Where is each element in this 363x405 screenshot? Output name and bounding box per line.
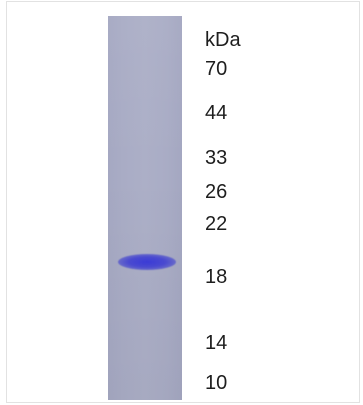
protein-band (118, 254, 176, 270)
marker-label-18: 18 (205, 266, 228, 288)
gel-lane (108, 16, 182, 400)
marker-label-14: 14 (205, 332, 228, 354)
marker-label-10: 10 (205, 372, 228, 394)
marker-label-26: 26 (205, 181, 228, 203)
marker-label-44: 44 (205, 102, 228, 124)
marker-label-70: 70 (205, 58, 228, 80)
marker-label-22: 22 (205, 213, 228, 235)
marker-label-33: 33 (205, 147, 228, 169)
unit-label: kDa (205, 29, 241, 51)
gel-image-frame (6, 1, 360, 403)
